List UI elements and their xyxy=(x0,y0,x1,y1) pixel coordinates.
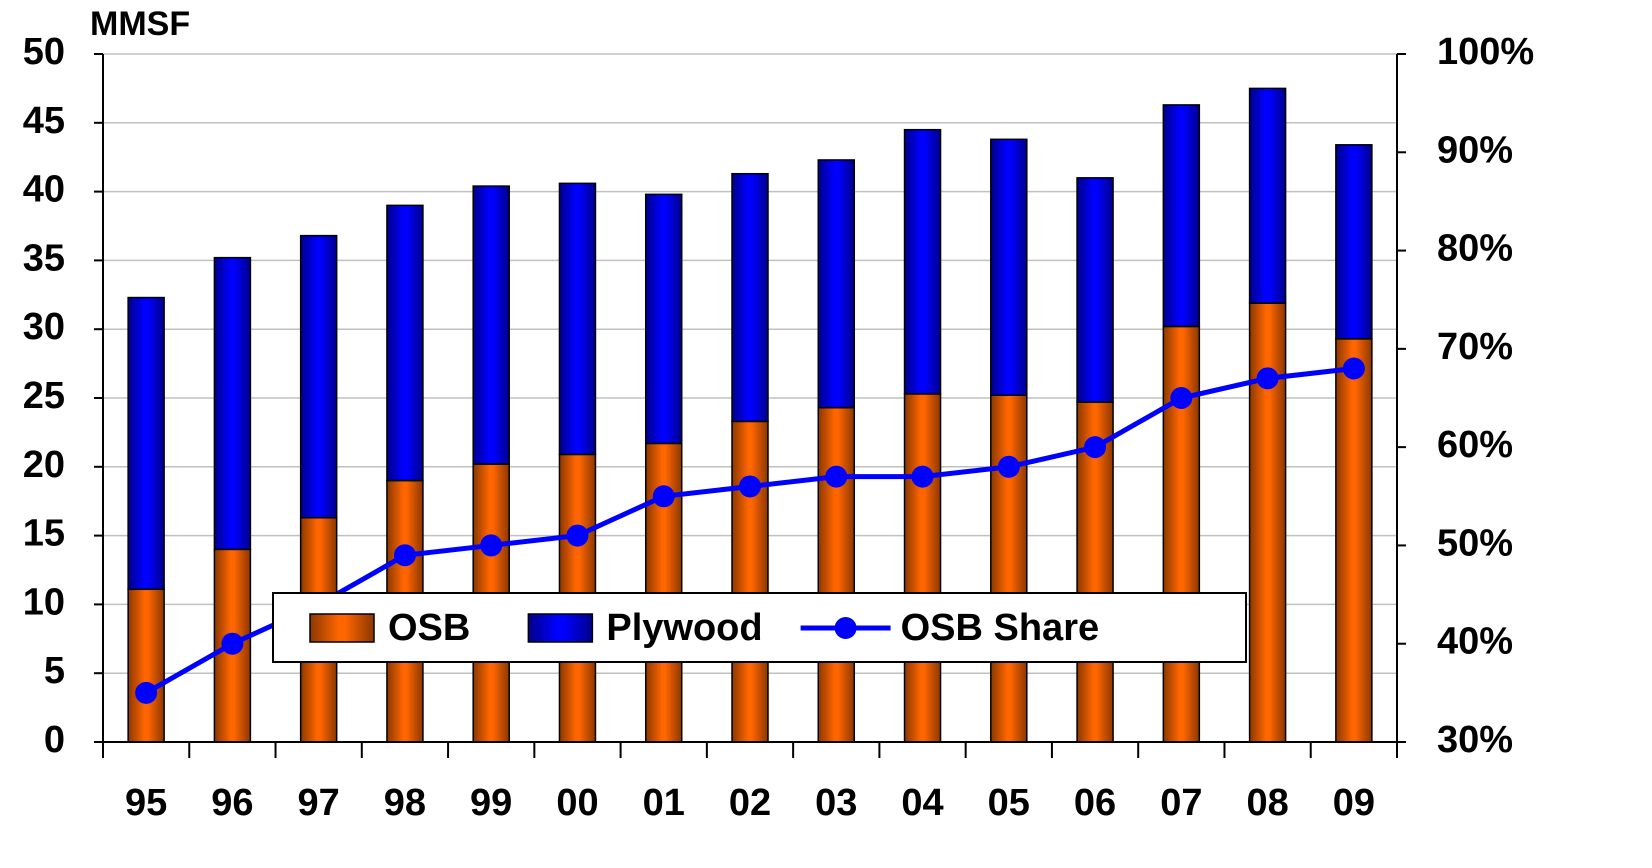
bar xyxy=(1335,144,1373,340)
line-marker xyxy=(825,465,848,488)
bar xyxy=(1248,87,1287,304)
y2-tick-label: 100% xyxy=(1437,31,1534,73)
y-tick-label: 25 xyxy=(23,375,65,417)
bar xyxy=(990,394,1028,743)
y-tick-label: 40 xyxy=(23,169,65,211)
bar xyxy=(1076,177,1114,403)
bar xyxy=(558,182,597,456)
y2-tick-label: 40% xyxy=(1437,621,1513,663)
line-marker xyxy=(911,465,934,488)
bar xyxy=(127,588,165,743)
y2-tick-label: 50% xyxy=(1437,522,1513,564)
line-marker xyxy=(221,632,244,655)
legend: OSB Plywood OSB Share xyxy=(272,592,1247,663)
x-tick-label: 04 xyxy=(901,782,943,824)
x-tick-label: 98 xyxy=(384,782,426,824)
bar xyxy=(817,406,856,743)
bar xyxy=(1076,401,1114,743)
bar xyxy=(1162,104,1201,328)
line-marker xyxy=(1342,357,1365,380)
bar xyxy=(127,296,165,591)
x-tick-label: 06 xyxy=(1074,782,1116,824)
line-marker xyxy=(652,485,675,508)
legend-marker xyxy=(834,617,857,639)
x-tick-label: 96 xyxy=(211,782,253,824)
line-marker xyxy=(1170,387,1193,409)
y-tick-label: 10 xyxy=(23,581,65,623)
bar xyxy=(731,172,769,423)
y2-tick-label: 80% xyxy=(1437,228,1513,270)
line-marker xyxy=(1256,367,1279,390)
legend-label: Plywood xyxy=(606,607,762,649)
y-tick-label: 50 xyxy=(23,31,65,73)
x-tick-label: 08 xyxy=(1246,782,1288,824)
bar xyxy=(903,128,942,395)
x-tick-label: 05 xyxy=(988,782,1030,824)
x-tick-label: 95 xyxy=(125,782,167,824)
y-tick-label: 0 xyxy=(44,719,65,761)
legend-box xyxy=(272,592,1247,663)
y-tick-label: 35 xyxy=(23,237,65,279)
line-marker xyxy=(997,455,1020,478)
bar xyxy=(299,234,338,519)
legend-label: OSB Share xyxy=(901,607,1100,649)
y2-tick-label: 90% xyxy=(1437,129,1513,171)
bar xyxy=(817,159,856,409)
legend-swatch xyxy=(527,613,594,643)
legend-label: OSB xyxy=(388,607,470,649)
bar xyxy=(990,138,1028,396)
line-marker xyxy=(1084,436,1107,459)
y2-tick-label: 30% xyxy=(1437,719,1513,761)
line-marker xyxy=(480,534,503,557)
y2-tick-label: 70% xyxy=(1437,326,1513,368)
y-tick-label: 15 xyxy=(23,513,65,555)
y-axis-label: MMSF xyxy=(90,5,190,43)
line-marker xyxy=(566,524,589,547)
line-marker xyxy=(135,681,158,704)
x-tick-label: 02 xyxy=(729,782,771,824)
y-tick-label: 5 xyxy=(44,650,65,692)
x-tick-label: 00 xyxy=(556,782,598,824)
bar xyxy=(903,393,942,743)
x-tick-label: 03 xyxy=(815,782,857,824)
x-tick-label: 07 xyxy=(1160,782,1202,824)
x-tick-label: 97 xyxy=(298,782,340,824)
bar xyxy=(213,256,252,551)
bar xyxy=(644,193,683,445)
bar xyxy=(731,420,769,743)
line-marker xyxy=(739,475,761,498)
line-marker xyxy=(393,544,416,567)
bar xyxy=(386,204,424,482)
bar xyxy=(1335,338,1373,743)
y-tick-label: 20 xyxy=(23,444,65,486)
x-tick-label: 09 xyxy=(1333,782,1375,824)
y-tick-label: 45 xyxy=(23,100,65,142)
y-tick-label: 30 xyxy=(23,306,65,348)
y2-tick-label: 60% xyxy=(1437,424,1513,466)
bar xyxy=(472,185,510,465)
x-tick-label: 01 xyxy=(643,782,685,824)
legend-swatch xyxy=(309,613,375,643)
x-tick-label: 99 xyxy=(470,782,512,824)
